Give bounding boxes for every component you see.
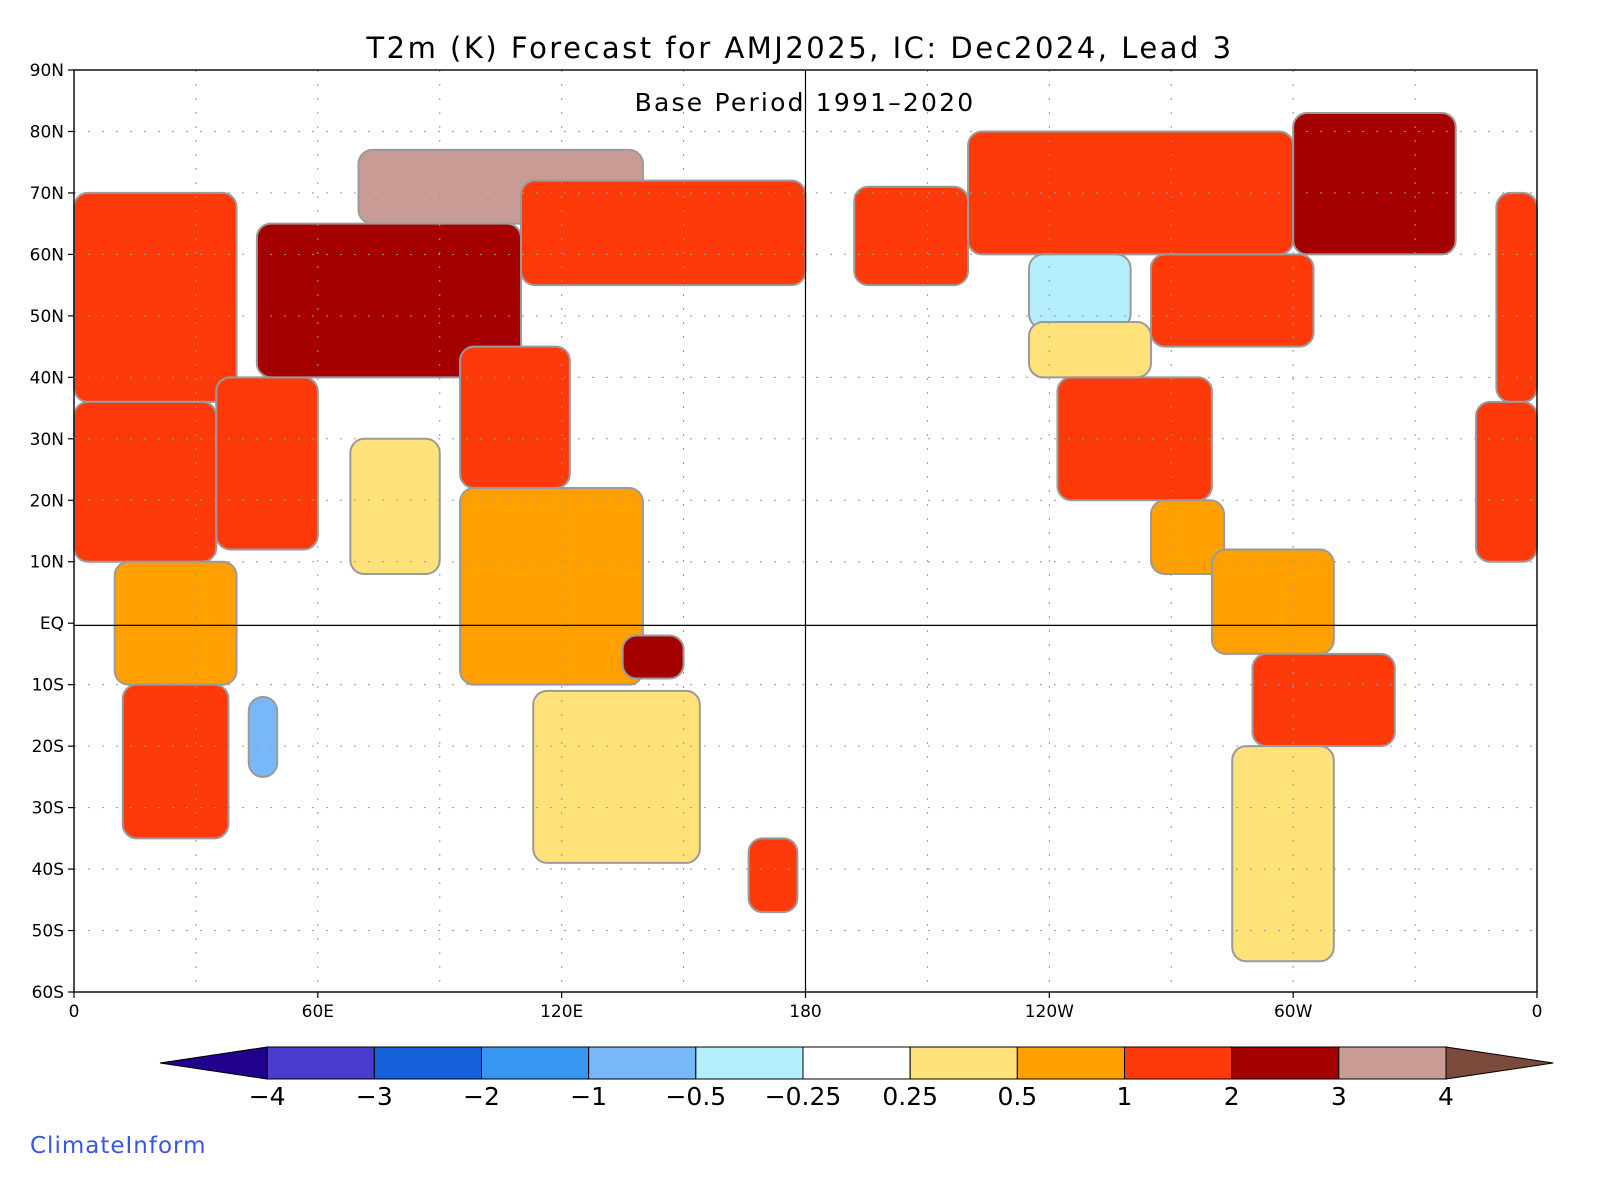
colorbar-box xyxy=(588,1046,697,1080)
credit-label: ClimateInform xyxy=(30,1133,207,1159)
lon-tick-label: 120W xyxy=(1025,1002,1074,1022)
lon-tick-label: 60W xyxy=(1274,1002,1313,1022)
longitude-axis: 0 60E 120E 180 120W 60W 0 xyxy=(69,992,1543,1022)
colorbar-label: −0.25 xyxy=(765,1082,842,1111)
map-title: T2m (K) Forecast for AMJ2025, IC: Dec202… xyxy=(365,31,1233,65)
colorbar-label: 1 xyxy=(1117,1082,1133,1111)
region-china xyxy=(459,345,571,489)
latitude-axis: 90N 80N 70N 60N 50N 40N 30N 20N 10N EQ 10S 20S 30S 40… xyxy=(30,61,74,1003)
region-western-siberia-and-central-asia xyxy=(255,222,523,379)
region-amazon-and-brazil xyxy=(1251,652,1396,748)
colorbar-label: −3 xyxy=(356,1082,393,1111)
base-period-label: Base Period 1991–2020 xyxy=(635,88,976,117)
region-eastern-siberia xyxy=(520,179,807,287)
colorbar-label: 2 xyxy=(1224,1082,1240,1111)
colorbar-box xyxy=(1231,1046,1340,1080)
region-northern-canada xyxy=(967,130,1295,256)
lat-tick-label: 40N xyxy=(30,368,64,388)
colorbar-box xyxy=(802,1046,911,1080)
lat-tick-label: 40S xyxy=(32,860,64,880)
lat-tick-label: 50S xyxy=(32,922,64,942)
region-central-america xyxy=(1149,499,1226,576)
region-southern-africa xyxy=(121,683,230,840)
lat-tick-label: 70N xyxy=(30,184,64,204)
lat-tick-label: 60N xyxy=(30,245,64,265)
colorbar-box xyxy=(373,1046,483,1080)
land-anomaly-layer xyxy=(73,112,1538,963)
lat-tick-label: 30N xyxy=(30,430,64,450)
lat-tick-label: 30S xyxy=(32,799,64,819)
gridlines xyxy=(74,70,1537,992)
lat-tick-label: 20S xyxy=(32,737,64,757)
colorbar-box xyxy=(481,1046,590,1080)
colorbar-label: 4 xyxy=(1438,1082,1454,1111)
region-europe xyxy=(1495,191,1538,403)
lat-tick-label: 60S xyxy=(32,983,64,1003)
lat-tick-label: 10N xyxy=(30,553,64,573)
colorbar-label: 0.25 xyxy=(882,1082,938,1111)
lat-tick-label: 80N xyxy=(30,122,64,142)
colorbar-label: 3 xyxy=(1331,1082,1347,1111)
colorbar-label: −4 xyxy=(249,1082,286,1111)
lon-tick-label: 0 xyxy=(1532,1002,1543,1022)
region-southeast-asia-and-indonesia xyxy=(459,486,644,686)
lat-tick-label: 10S xyxy=(32,676,64,696)
lon-tick-label: 0 xyxy=(69,1002,80,1022)
region-greenland xyxy=(1292,112,1457,256)
region-alaska xyxy=(853,185,970,287)
colorbar-box xyxy=(1338,1046,1447,1080)
lon-tick-label: 120E xyxy=(540,1002,583,1022)
colorbar-label: 0.5 xyxy=(997,1082,1037,1111)
colorbar: −4 −3 −2 −1 −0.5 −0.25 0.25 0.5 1 2 3 4 xyxy=(159,1046,1554,1111)
lat-tick-label: 90N xyxy=(30,61,64,81)
region-southern-south-america xyxy=(1231,745,1335,963)
region-india xyxy=(349,437,441,576)
colorbar-box xyxy=(1016,1046,1125,1080)
region-northern-africa xyxy=(73,400,218,563)
lat-tick-label: 50N xyxy=(30,307,64,327)
lon-tick-label: 60E xyxy=(302,1002,334,1022)
colorbar-min-arrow xyxy=(159,1046,268,1080)
region-middle-east xyxy=(215,376,319,551)
lon-tick-label: 180 xyxy=(789,1002,821,1022)
region-eastern-canada xyxy=(1149,253,1315,348)
region-madagascar xyxy=(247,695,279,778)
region-europe xyxy=(73,191,238,403)
region-new-guinea xyxy=(621,634,685,680)
colorbar-max-arrow xyxy=(1445,1046,1554,1080)
region-northern-africa xyxy=(1475,400,1538,563)
region-western-canada xyxy=(1028,253,1132,330)
region-central-africa xyxy=(113,560,238,686)
region-australia xyxy=(532,689,701,864)
colorbar-box xyxy=(909,1046,1018,1080)
colorbar-box xyxy=(1124,1046,1233,1080)
region-new-zealand xyxy=(747,837,799,914)
colorbar-label: −2 xyxy=(463,1082,500,1111)
colorbar-label: −0.5 xyxy=(665,1082,726,1111)
colorbar-box xyxy=(695,1046,804,1080)
colorbar-label: −1 xyxy=(570,1082,607,1111)
lat-tick-label: 20N xyxy=(30,491,64,511)
region-northern-south-america xyxy=(1210,548,1335,655)
region-northwestern-us xyxy=(1028,321,1152,379)
lat-tick-label: EQ xyxy=(40,614,64,634)
map-panel: Base Period 1991–2020 xyxy=(73,69,1538,993)
region-southern-us-and-mexico xyxy=(1056,376,1213,502)
colorbar-box xyxy=(266,1046,375,1080)
